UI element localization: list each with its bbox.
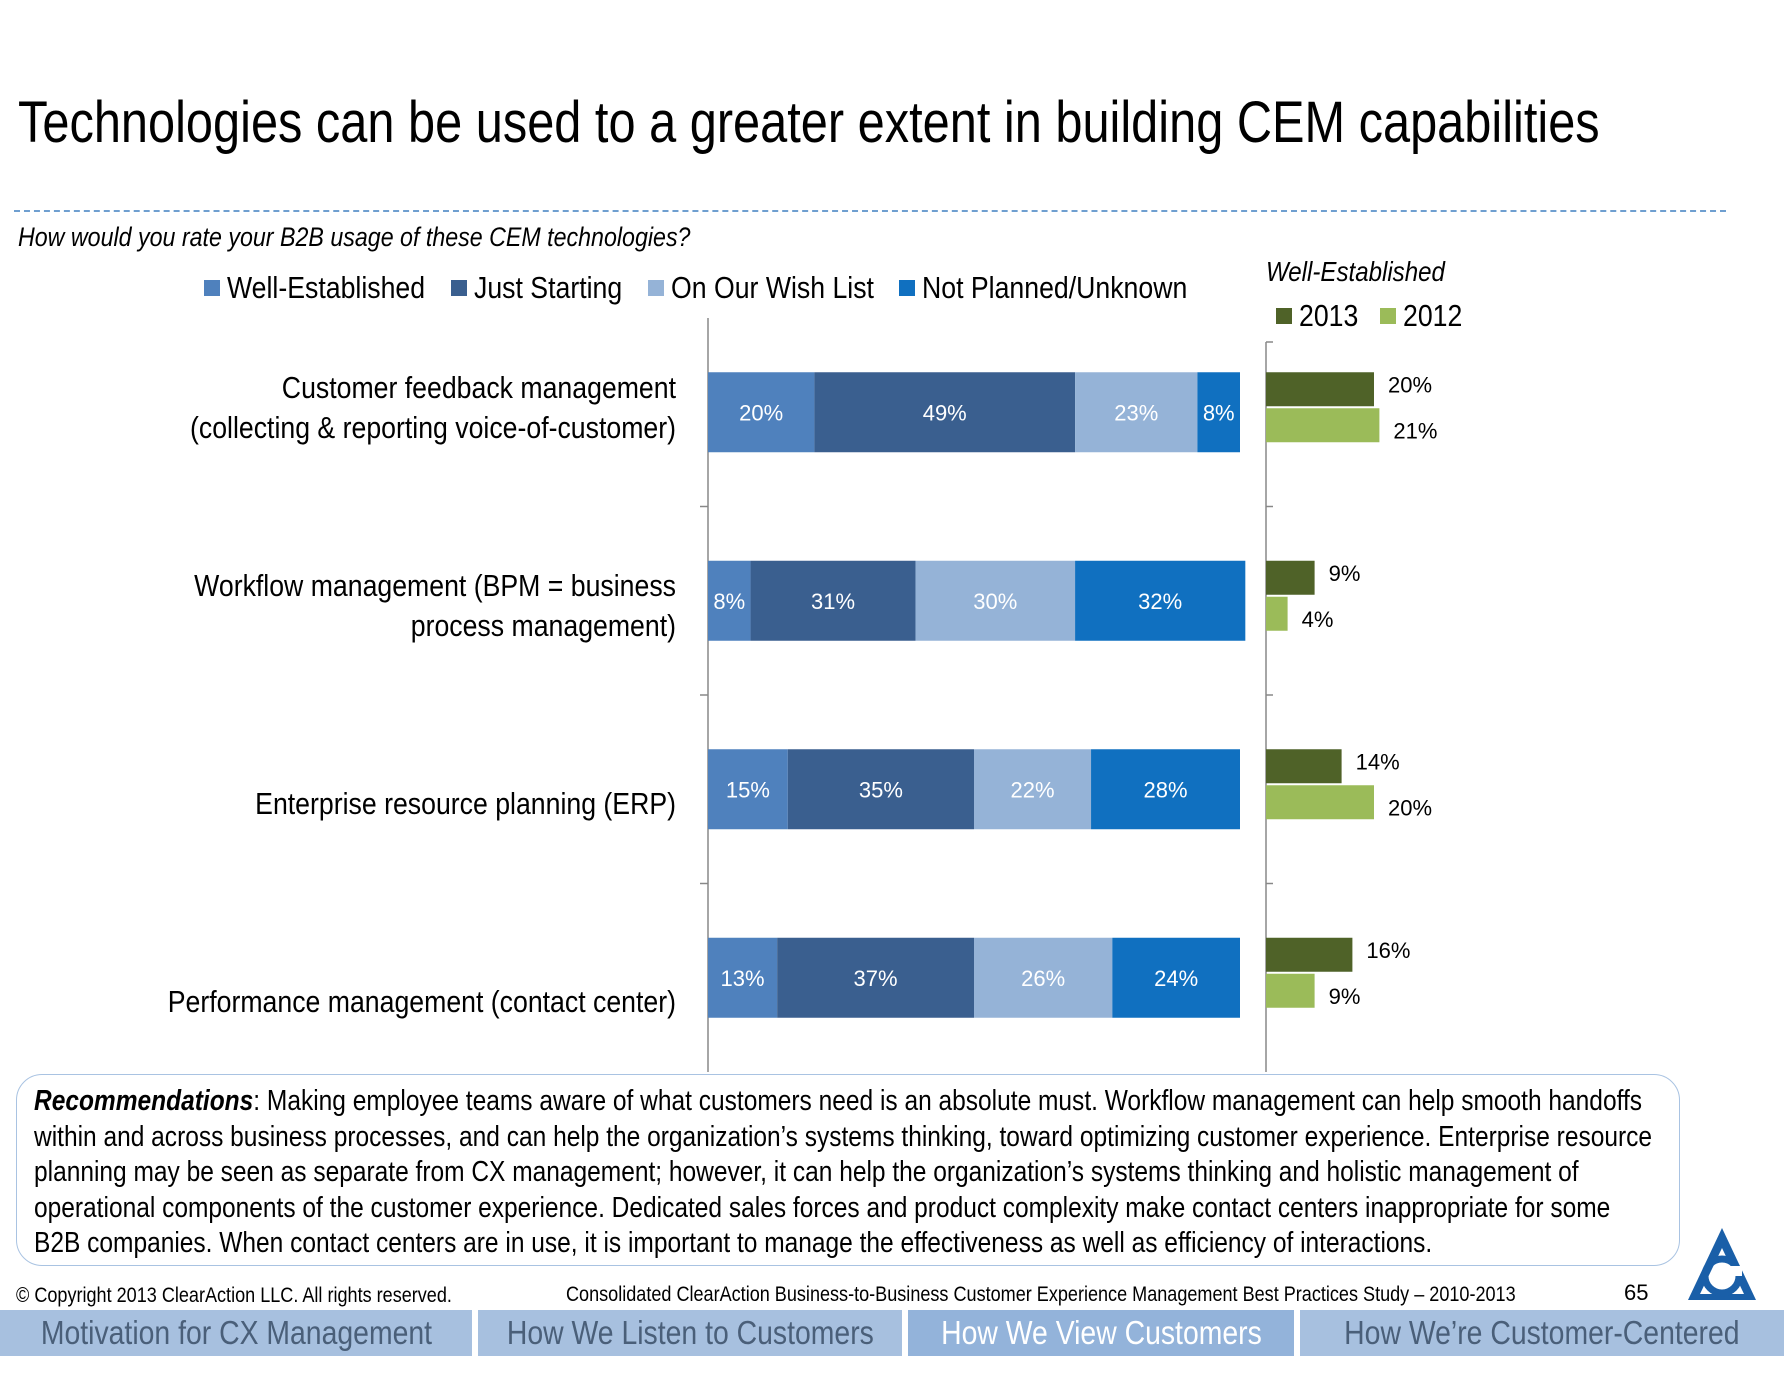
category-label-workflow: Workflow management (BPM = business proc… <box>126 566 676 646</box>
bar-just-starting <box>814 372 1076 453</box>
bar-2012 <box>1266 785 1374 820</box>
nav-tab-label: How We View Customers <box>940 1314 1262 1351</box>
legend-item-2012: 2012 <box>1380 298 1472 334</box>
title-divider <box>14 210 1726 212</box>
data-label-2012: 9% <box>1329 984 1361 1009</box>
data-label-not-planned: 32% <box>1138 589 1182 614</box>
recommendations-body: : Making employee teams aware of what cu… <box>34 1085 1653 1259</box>
data-label-just-starting: 49% <box>923 400 967 425</box>
legend-label-2013: 2013 <box>1299 298 1359 333</box>
bar-not-planned <box>1197 372 1240 453</box>
data-label-wish-list: 23% <box>1114 400 1158 425</box>
study-title: Consolidated ClearAction Business-to-Bus… <box>566 1283 1516 1306</box>
bar-just-starting <box>750 560 916 641</box>
nav-tab-label: How We Listen to Customers <box>506 1314 874 1351</box>
nav-tab-centered[interactable]: How We’re Customer-Centered <box>1300 1310 1784 1356</box>
bar-2013 <box>1266 937 1353 972</box>
legend-swatch-not-planned <box>899 280 915 296</box>
category-label-erp: Enterprise resource planning (ERP) <box>126 784 676 824</box>
chart-area: 20% 49% 23% 8% 8% 31% 30% 32% 15% 35% 22% 28% 13% 37%… <box>700 318 1437 1072</box>
bar-just-starting <box>777 937 974 1018</box>
legend-item-not-planned: Not Planned/Unknown <box>899 270 1230 306</box>
bar-well-established <box>708 937 778 1018</box>
legend-label-just-starting: Just Starting <box>474 270 623 305</box>
clearaction-logo-icon <box>1688 1228 1756 1300</box>
data-label-2013: 9% <box>1329 561 1361 586</box>
bar-not-planned <box>1075 560 1246 641</box>
legend-item-wish-list: On Our Wish List <box>648 270 907 306</box>
copyright-text: © Copyright 2013 ClearAction LLC. All ri… <box>16 1284 452 1307</box>
bar-not-planned <box>1112 937 1240 1018</box>
stacked-bar-chart: 20% 49% 23% 8% 8% 31% 30% 32% 15% 35% 22% 28% 13% 37%… <box>708 372 1246 1018</box>
data-label-2012: 21% <box>1393 418 1437 443</box>
legend-item-well-established: Well-Established <box>204 270 457 306</box>
category-label-line: process management) <box>410 608 676 643</box>
data-label-well-established: 8% <box>713 589 745 614</box>
legend-item-2013: 2013 <box>1276 298 1368 334</box>
bar-just-starting <box>787 749 974 830</box>
recommendations-box <box>16 1074 1680 1266</box>
nav-tab-listen[interactable]: How We Listen to Customers <box>478 1310 902 1356</box>
legend-swatch-well-established <box>204 280 220 296</box>
data-label-just-starting: 31% <box>811 589 855 614</box>
data-label-not-planned: 8% <box>1203 400 1235 425</box>
bar-2013 <box>1266 372 1374 407</box>
well-established-chart-title: Well-Established <box>1266 256 1445 287</box>
legend-item-just-starting: Just Starting <box>451 270 646 306</box>
data-label-2013: 16% <box>1366 938 1410 963</box>
category-label-line: Enterprise resource planning (ERP) <box>255 786 676 821</box>
category-label-line: Performance management (contact center) <box>167 984 676 1019</box>
data-label-2012: 20% <box>1388 795 1432 820</box>
nav-tab-label: Motivation for CX Management <box>40 1314 432 1351</box>
data-label-wish-list: 26% <box>1021 966 1065 991</box>
bar-well-established <box>708 372 815 453</box>
category-label-customer-feedback: Customer feedback management (collecting… <box>126 368 676 448</box>
data-label-2013: 14% <box>1356 749 1400 774</box>
legend-swatch-2012 <box>1380 308 1396 324</box>
nav-tab-label: How We’re Customer-Centered <box>1344 1314 1740 1351</box>
data-label-well-established: 20% <box>739 400 783 425</box>
bar-2013 <box>1266 560 1315 595</box>
legend-label-wish-list: On Our Wish List <box>671 270 874 305</box>
data-label-not-planned: 24% <box>1154 966 1198 991</box>
bar-wish-list <box>1075 372 1198 453</box>
bar-2012 <box>1266 596 1288 631</box>
data-label-just-starting: 35% <box>859 777 903 802</box>
bar-not-planned <box>1091 749 1240 830</box>
page-number: 65 <box>1624 1280 1649 1305</box>
bar-well-established <box>708 749 788 830</box>
category-label-line: Workflow management (BPM = business <box>194 568 676 603</box>
well-established-bar-chart: 20%21%9%4%14%20%16%9% <box>1266 372 1437 1009</box>
data-label-wish-list: 30% <box>973 589 1017 614</box>
nav-tab-motivation[interactable]: Motivation for CX Management <box>0 1310 472 1356</box>
slide-title: Technologies can be used to a greater ex… <box>18 90 1600 155</box>
data-label-well-established: 13% <box>721 966 765 991</box>
data-label-2012: 4% <box>1302 607 1334 632</box>
legend-label-2012: 2012 <box>1403 298 1463 333</box>
bar-2012 <box>1266 408 1380 443</box>
nav-tab-view[interactable]: How We View Customers <box>908 1310 1294 1356</box>
legend-swatch-2013 <box>1276 308 1292 324</box>
category-label-line: Customer feedback management <box>281 370 676 405</box>
legend-swatch-wish-list <box>648 280 664 296</box>
bar-2012 <box>1266 973 1315 1008</box>
recommendations-label: Recommendations <box>34 1085 254 1117</box>
bar-2013 <box>1266 749 1342 784</box>
category-label-line: (collecting & reporting voice-of-custome… <box>190 410 676 445</box>
legend-label-not-planned: Not Planned/Unknown <box>922 270 1188 305</box>
recommendations-text: Recommendations: Making employee teams a… <box>34 1084 1659 1262</box>
survey-question: How would you rate your B2B usage of the… <box>18 222 691 252</box>
data-label-well-established: 15% <box>726 777 770 802</box>
data-label-wish-list: 22% <box>1010 777 1054 802</box>
bar-well-established <box>708 560 751 641</box>
data-label-not-planned: 28% <box>1143 777 1187 802</box>
bar-wish-list <box>974 749 1092 830</box>
data-label-just-starting: 37% <box>854 966 898 991</box>
bar-wish-list <box>974 937 1113 1018</box>
legend-swatch-just-starting <box>451 280 467 296</box>
category-label-performance: Performance management (contact center) <box>126 982 676 1022</box>
bar-wish-list <box>915 560 1076 641</box>
legend-label-well-established: Well-Established <box>227 270 426 305</box>
data-label-2013: 20% <box>1388 372 1432 397</box>
